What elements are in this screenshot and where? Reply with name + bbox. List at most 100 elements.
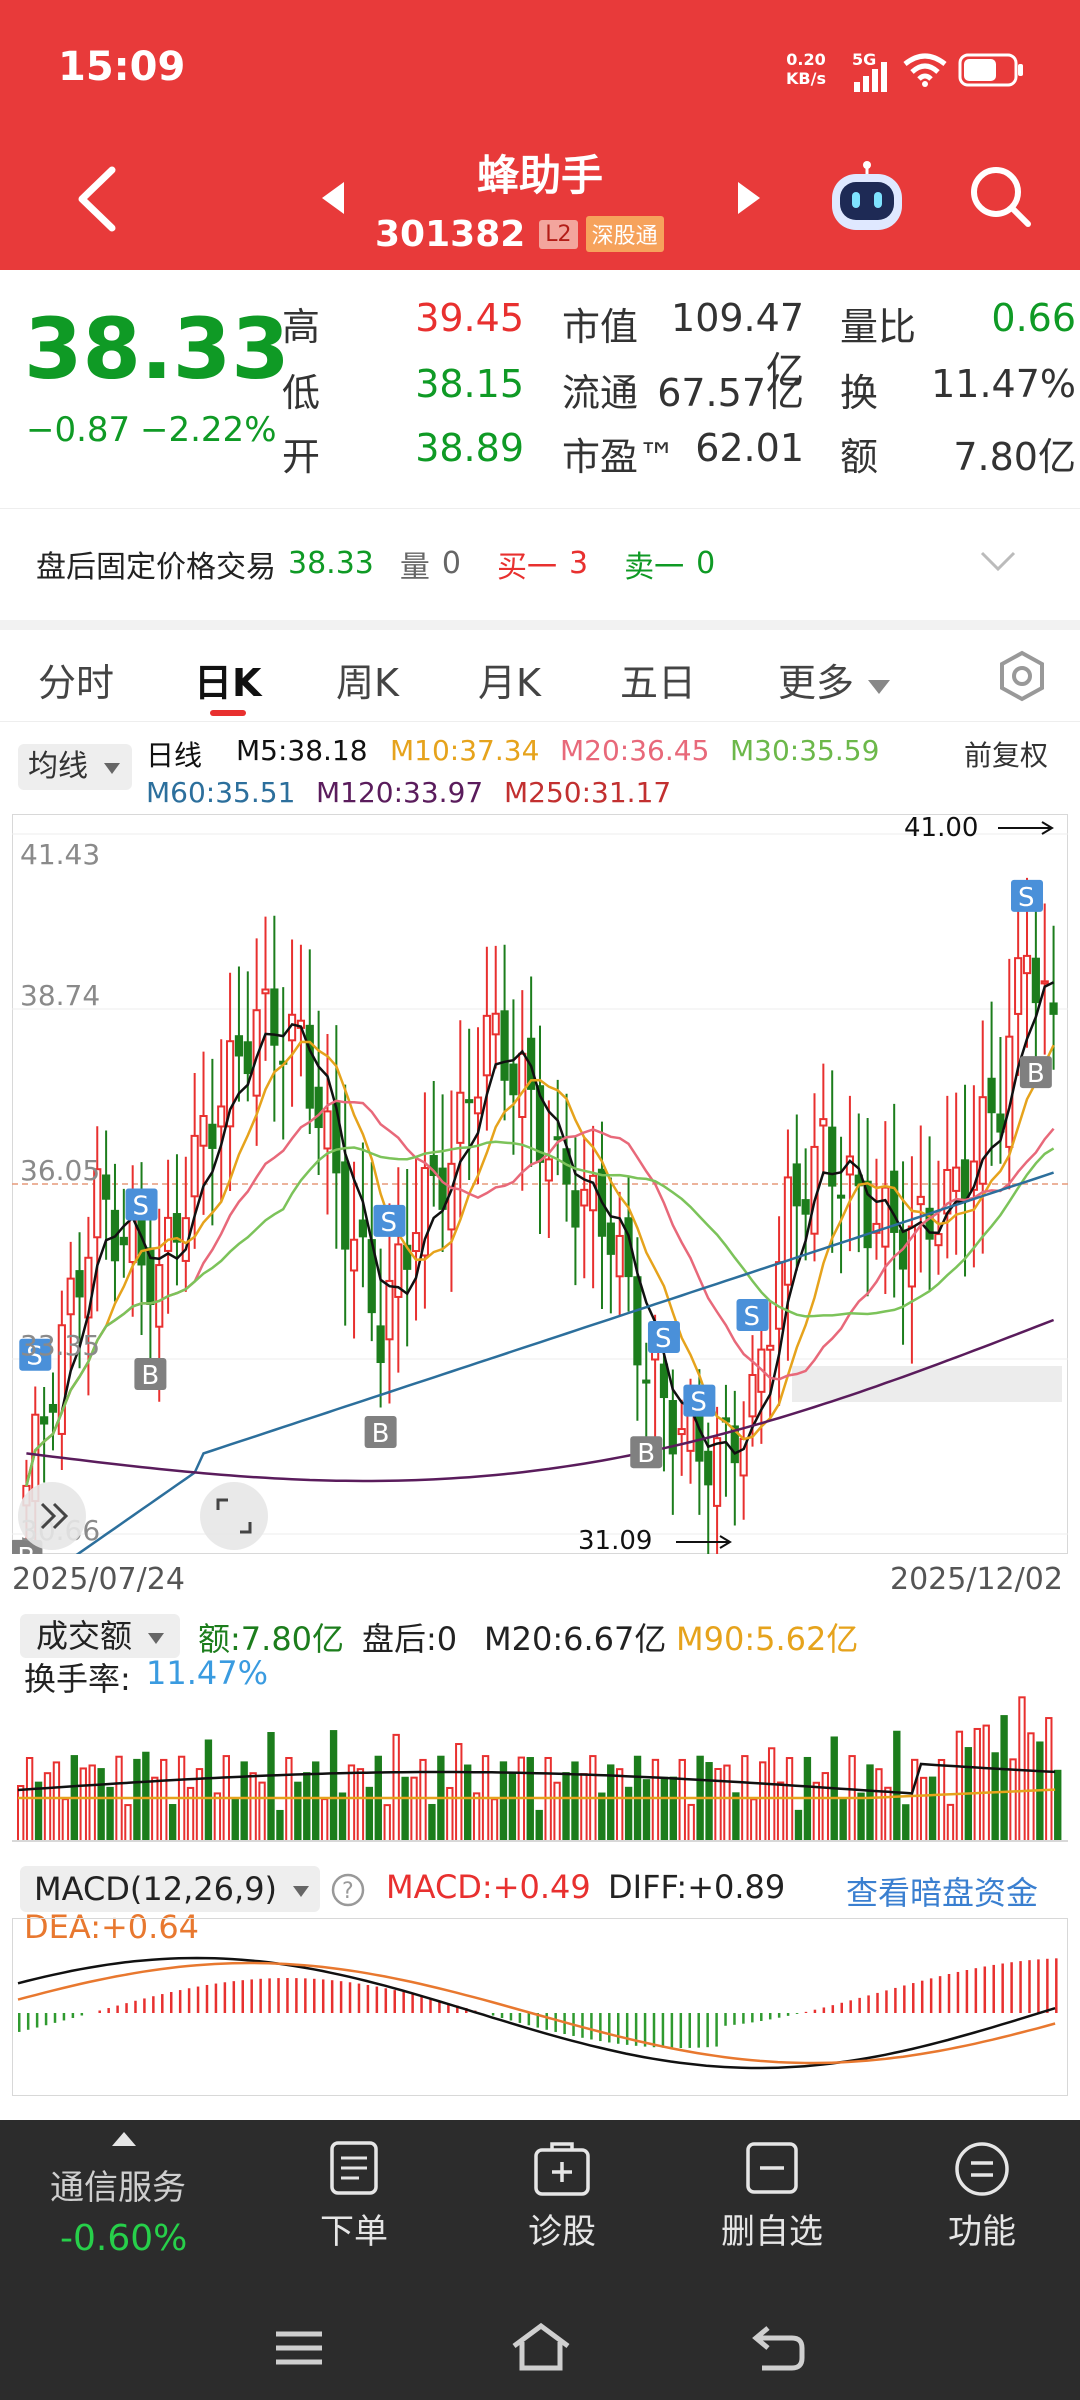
volume-bar (320, 1798, 329, 1842)
buy-signal-marker[interactable] (134, 1357, 167, 1390)
sell-signal-marker[interactable] (1011, 879, 1044, 912)
volume-bar (213, 1792, 222, 1842)
search-icon[interactable] (968, 164, 1034, 230)
ma250-value: M250:31.17 (504, 776, 672, 809)
wifi-icon (903, 53, 947, 87)
after-hours-row[interactable]: 盘后固定价格交易 38.33 量 0 买一 3 卖一 0 (0, 508, 1080, 618)
candle-body (801, 1199, 810, 1215)
volume-bar (186, 1786, 195, 1842)
volume-bar (839, 1798, 847, 1842)
buy-signal-marker[interactable] (364, 1416, 397, 1449)
candle-body (960, 1159, 970, 1203)
tab-daily-k[interactable]: 日K (194, 661, 262, 705)
macd-bar (268, 1978, 271, 2013)
volume-bar (991, 1752, 999, 1842)
functions-label: 功能 (948, 2212, 1016, 2252)
ma10-value: M10:37.34 (390, 734, 540, 767)
help-icon[interactable]: ? (330, 1872, 366, 1908)
volume-bar (34, 1781, 43, 1842)
adjust-mode[interactable]: 前复权 (964, 739, 1049, 772)
ma-mode-label: 均线 (28, 749, 88, 784)
macd-bar (1046, 1958, 1049, 2013)
functions-button[interactable]: 功能 (912, 2140, 1052, 2253)
candle-body (783, 1176, 793, 1286)
sell-signal-marker[interactable] (683, 1384, 716, 1417)
ma10-line (25, 1040, 1055, 1487)
tab-monthly-k[interactable]: 月K (478, 661, 541, 705)
price-change: −0.87 (26, 410, 131, 450)
dark-pool-link[interactable]: 查看暗盘资金 (846, 1874, 1039, 1912)
macd-bar (348, 1982, 352, 2013)
macd-bar (339, 1981, 343, 2013)
macd-selector[interactable]: MACD(12,26,9) (20, 1866, 320, 1912)
macd-bar (214, 1983, 218, 2013)
candle-body (659, 1363, 669, 1399)
expand-chevron-icon[interactable] (978, 549, 1018, 575)
diagnose-button[interactable]: 诊股 (492, 2140, 632, 2253)
macd-bar (652, 2013, 656, 2048)
low-value: 38.15 (415, 362, 524, 406)
fullscreen-button[interactable] (200, 1482, 268, 1550)
volume-bar (1009, 1758, 1017, 1842)
macd-bar (35, 2013, 39, 2028)
tab-five-day[interactable]: 五日 (620, 661, 697, 705)
macd-bar (777, 2013, 781, 2018)
macd-bar (1010, 1962, 1013, 2013)
sell-signal-marker[interactable] (373, 1204, 406, 1237)
quote-panel: 38.33 −0.87 −2.22% 高 低 开 39.45 38.15 38.… (0, 270, 1080, 620)
turnover-value: 11.47% (931, 362, 1076, 406)
candle-body (589, 1174, 598, 1212)
sell-signal-marker[interactable] (736, 1298, 769, 1331)
status-time: 15:09 (58, 44, 186, 90)
candle-body (429, 1155, 438, 1177)
candle-body (66, 1277, 75, 1316)
volume-m90-line (18, 1788, 1056, 1800)
macd-bar (697, 2013, 700, 2048)
sector-name[interactable]: 通信服务 (50, 2168, 186, 2208)
volume-bar (1036, 1741, 1044, 1842)
settings-icon[interactable] (996, 650, 1048, 702)
candle-body (473, 1096, 483, 1115)
caret-down-icon (103, 762, 120, 774)
macd-chart[interactable] (12, 1918, 1068, 2096)
volume-bar (732, 1792, 740, 1842)
tab-weekly-k[interactable]: 周K (336, 661, 399, 705)
macd-bar (536, 2013, 540, 2028)
tab-intraday[interactable]: 分时 (38, 661, 115, 705)
volume-bar (750, 1798, 758, 1842)
signal-label: S (133, 1191, 150, 1221)
macd-bar (518, 2013, 522, 2023)
volume-bar (893, 1730, 901, 1842)
candle-body (792, 1163, 801, 1207)
sell-signal-marker[interactable] (647, 1321, 680, 1354)
remove-watchlist-button[interactable]: 删自选 (702, 2140, 842, 2253)
back-nav-icon[interactable] (752, 2324, 806, 2372)
next-stock-icon[interactable] (734, 180, 764, 216)
candle-body (40, 1416, 49, 1425)
functions-menu-icon (955, 2142, 1009, 2196)
volume-bar (303, 1772, 311, 1842)
candle-body (1014, 957, 1023, 1015)
home-icon[interactable] (510, 2322, 572, 2372)
sell-signal-marker[interactable] (125, 1188, 158, 1221)
robot-assistant-icon[interactable] (826, 160, 908, 236)
period-label: 日线 (146, 739, 203, 772)
candle-body (509, 1063, 518, 1096)
signal-label: B (372, 1419, 390, 1449)
buy-signal-marker[interactable] (630, 1436, 663, 1469)
volume-mode-selector[interactable]: 成交额 (20, 1614, 180, 1658)
prev-stock-icon[interactable] (318, 180, 348, 216)
order-button[interactable]: 下单 (284, 2140, 424, 2253)
macd-bar (706, 2013, 709, 2048)
candle-body (314, 1086, 323, 1129)
signal-icon (854, 62, 887, 92)
ma-mode-selector[interactable]: 均线 (18, 744, 132, 790)
sell-signal-marker[interactable] (19, 1338, 52, 1371)
macd-bar (152, 1996, 155, 2013)
volume-chart[interactable] (12, 1690, 1068, 1842)
tab-more[interactable]: 更多 (778, 652, 892, 707)
buy-signal-marker[interactable] (1019, 1056, 1052, 1089)
menu-icon[interactable] (274, 2328, 324, 2368)
back-icon[interactable] (72, 164, 122, 234)
